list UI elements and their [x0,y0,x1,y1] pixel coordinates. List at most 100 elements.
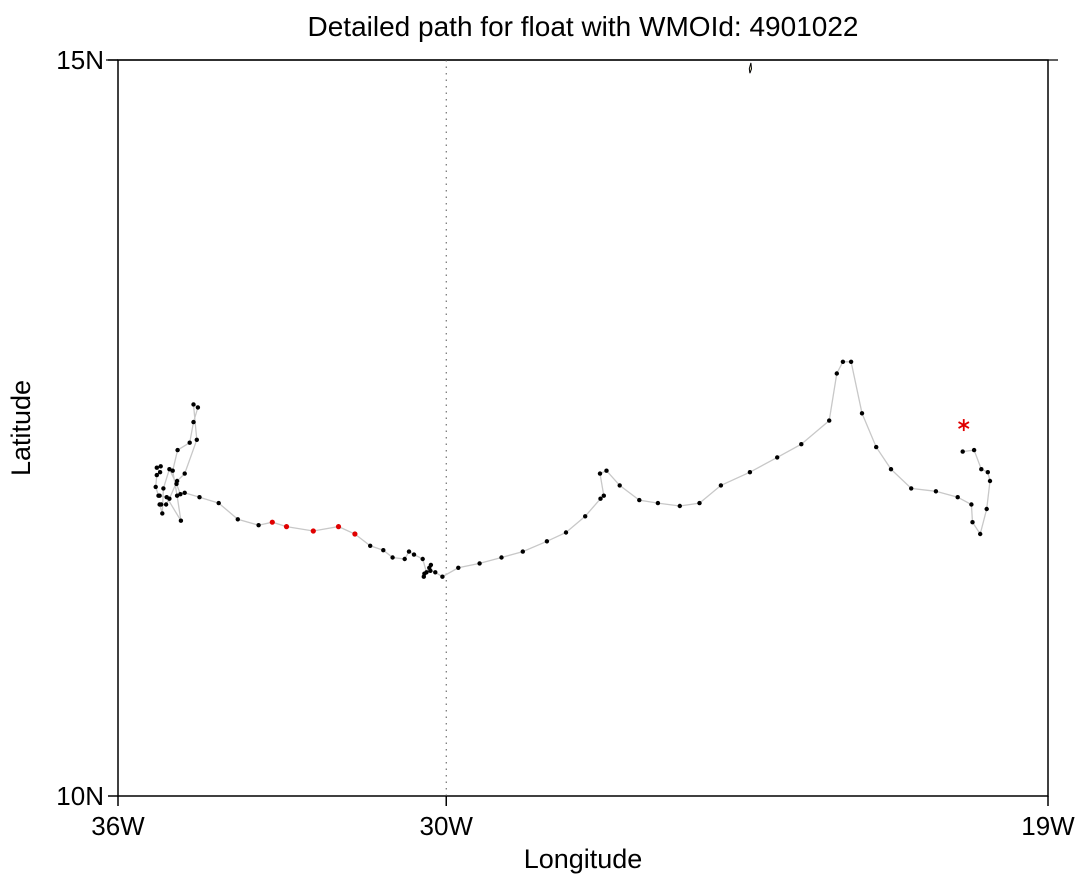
x-tick-label: 36W [91,811,145,841]
profile-point [440,574,445,579]
profile-point [985,470,990,475]
profile-point [154,465,159,470]
profile-point [970,520,975,525]
profile-point [182,471,187,476]
profile-point [775,455,780,460]
axis-ticks-group: 36W 30W 19W 10N 15N [56,45,1075,841]
profile-point [637,497,642,503]
land-group [748,62,753,74]
profile-point [477,561,482,566]
profile-point [161,486,166,491]
track-group [155,361,991,578]
profile-point [969,502,974,507]
profile-point [933,489,939,494]
profile-point [402,556,407,562]
profile-point [544,539,550,544]
profile-point [827,418,832,423]
highlighted-profile-point [352,531,358,537]
profile-point [601,493,606,498]
profile-point [874,444,879,450]
x-tick-label: 19W [1021,811,1075,841]
profile-point [406,549,412,554]
profile-point [195,405,201,410]
profile-point [256,523,261,528]
profile-point [888,467,894,472]
profile-point [697,500,702,506]
profile-point [178,492,183,497]
island-shape [748,62,753,74]
highlighted-profile-point [269,519,275,525]
profile-point [167,496,172,501]
profile-point [563,530,569,535]
highlighted-profile-point [335,524,342,530]
profile-point [167,467,172,472]
profile-point [597,471,603,476]
profile-point [157,502,162,507]
profile-point [433,570,438,575]
highlighted-profile-point [310,528,316,534]
profile-point [216,500,221,506]
profile-point [598,496,603,501]
profile-point [604,468,609,473]
float-track-line [155,361,991,578]
profile-point [677,503,682,509]
profile-point [859,411,865,416]
profile-point [175,447,180,453]
profile-point [170,468,175,473]
x-axis-label: Longitude [524,844,643,874]
profile-point [420,556,425,562]
profile-point [411,552,417,557]
profile-point [848,359,854,364]
profile-point [157,470,163,475]
profile-point [187,440,192,445]
profile-point [617,483,622,488]
last-position-marker [958,419,970,432]
profile-point [390,555,395,560]
profile-point [174,493,180,498]
profile-point [191,419,196,425]
profile-point [971,447,977,453]
profile-point [381,548,386,553]
last-position-marker-stroke [958,421,970,429]
profile-point [960,449,965,454]
y-tick-label: 15N [56,45,104,75]
profile-point [984,506,989,512]
profile-point [158,464,163,469]
profile-point [456,565,461,570]
chart-title: Detailed path for float with WMOId: 4901… [308,11,859,42]
profile-point [154,472,159,478]
profile-point [799,442,804,447]
profile-point [987,478,993,484]
profile-point [834,371,839,376]
profile-point [368,543,373,548]
profile-point [428,568,433,573]
profile-point [909,486,914,491]
profile-point [174,481,179,487]
profile-point [235,517,240,522]
profile-point [499,555,504,560]
profile-point [153,484,158,490]
profile-point [160,511,165,516]
points-group [153,359,993,579]
profile-point [194,437,199,442]
highlighted-profile-point [283,524,290,530]
x-tick-label: 30W [420,811,474,841]
profile-point [520,549,525,554]
profile-point [955,495,960,500]
profile-point [197,495,202,500]
profile-point [718,483,724,488]
profile-point [163,502,169,507]
profile-point [157,493,162,498]
profile-point [655,500,661,506]
profile-point [583,514,588,519]
profile-point [191,402,196,407]
profile-point [979,467,984,472]
profile-point [422,571,427,576]
profile-point [182,490,187,495]
plot-frame [117,59,1049,797]
profile-point [747,470,753,475]
profile-point [840,359,846,364]
profile-point [428,562,434,568]
y-tick-label: 10N [56,781,104,811]
